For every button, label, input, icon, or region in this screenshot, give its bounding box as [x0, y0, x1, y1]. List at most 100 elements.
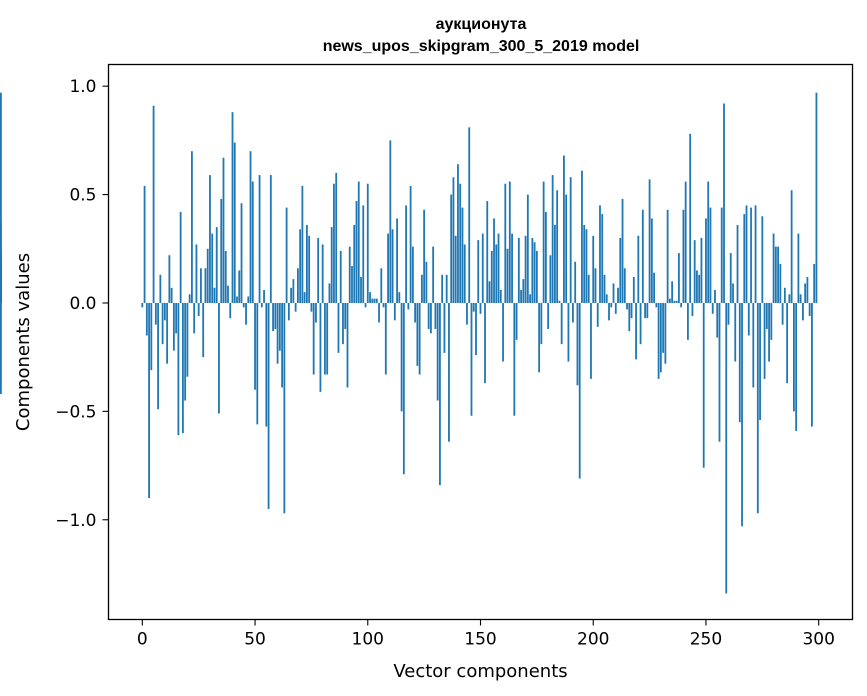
bar-component-272: [754, 205, 757, 303]
bar-component-191: [572, 302, 574, 323]
bar-component-288: [790, 190, 793, 303]
bar-component-229: [657, 302, 660, 379]
bar-component-242: [687, 302, 689, 340]
plot-frame: [107, 63, 854, 621]
bar-component-51: [256, 302, 259, 425]
bar-component-74: [308, 235, 311, 303]
bar-component-186: [560, 302, 563, 345]
bar-component-199: [590, 302, 592, 379]
bar-component-120: [411, 246, 414, 303]
bar-component-7: [157, 302, 159, 410]
bar-component-23: [193, 302, 196, 334]
bar-component-28: [204, 268, 207, 303]
bar-component-126: [425, 261, 428, 303]
bar-component-261: [729, 253, 732, 303]
bar-component-35: [220, 198, 223, 303]
x-tick-label-300: 300: [802, 630, 834, 650]
bar-component-241: [684, 181, 687, 303]
bar-component-67: [292, 279, 295, 303]
bar-component-139: [454, 235, 457, 303]
bar-component-21: [188, 294, 191, 303]
y-tick-label-1: −0.5: [55, 402, 96, 422]
bar-component-137: [450, 194, 453, 303]
bar-component-226: [650, 218, 653, 303]
bar-component-81: [324, 302, 326, 375]
bar-component-3: [148, 302, 150, 499]
y-axis-label: Components values: [13, 253, 34, 431]
bar-component-83: [328, 283, 331, 303]
bar-component-152: [484, 302, 486, 384]
bar-component-106: [380, 268, 383, 303]
bar-component-162: [506, 248, 509, 303]
bar-component-95: [355, 201, 358, 303]
bar-component-217: [630, 302, 633, 319]
bar-component-82: [326, 302, 329, 375]
bar-component-164: [511, 233, 513, 303]
bar-component-188: [565, 194, 568, 303]
x-axis-label: Vector components: [393, 661, 567, 682]
bar-component-258: [723, 103, 725, 303]
bar-component-209: [612, 283, 615, 303]
bar-component-57: [269, 175, 272, 303]
bar-component-78: [317, 237, 320, 303]
bar-component-54: [263, 289, 265, 303]
bar-component-286: [786, 302, 789, 384]
chart-title-line1: аукционута: [436, 16, 527, 33]
bar-component-201: [594, 268, 597, 303]
x-tick-label-250: 250: [690, 630, 722, 650]
bar-component-247: [698, 274, 701, 303]
bar-component-295: [806, 276, 809, 303]
bar-component-203: [599, 205, 601, 303]
bar-component-289: [792, 302, 795, 412]
bar-component-131: [436, 302, 439, 401]
bar-component-30: [209, 175, 211, 303]
bar-component-267: [743, 214, 746, 303]
bar-component-239: [680, 302, 683, 308]
bar-component-130: [434, 302, 437, 329]
bar-component-41: [233, 142, 236, 303]
y-tick-label-0: −1.0: [55, 511, 96, 531]
bar-component-221: [639, 302, 642, 345]
bar-component-50: [254, 302, 256, 390]
bar-component-108: [384, 302, 387, 375]
bar-component-291: [797, 233, 800, 303]
bar-component-39: [229, 302, 232, 319]
bar-component-195: [581, 170, 583, 303]
bar-component-211: [617, 287, 619, 303]
bar-component-232: [664, 302, 667, 364]
bar-component-65: [287, 302, 290, 321]
bar-component-58: [272, 302, 274, 332]
bar-component-175: [535, 250, 538, 303]
bar-component-285: [783, 287, 786, 303]
bar-component-119: [409, 185, 412, 303]
bar-component-127: [427, 302, 430, 329]
bar-component-206: [605, 294, 608, 303]
bars-group: [0, 92, 818, 594]
bar-component-140: [457, 164, 459, 303]
bar-component-171: [526, 194, 529, 303]
bar-component-148: [475, 302, 477, 356]
bar-component-180: [547, 302, 550, 329]
bar-component-77: [315, 302, 317, 323]
bar-component-112: [393, 302, 396, 321]
bar-component-40: [231, 112, 234, 303]
bar-component-160: [502, 302, 504, 362]
bar-component-184: [556, 190, 559, 303]
bar-component-163: [508, 181, 511, 303]
bar-component-138: [452, 177, 455, 303]
bar-component-75: [310, 302, 313, 312]
bar-component-80: [321, 244, 324, 303]
bar-component-24: [195, 244, 198, 303]
bar-component-88: [339, 250, 342, 303]
bar-component-96: [357, 181, 360, 303]
bar-component-281: [774, 246, 777, 303]
bar-component-undefined: [0, 302, 2, 395]
bar-component-208: [610, 302, 613, 308]
bar-component-4: [150, 302, 153, 371]
bar-component-170: [524, 235, 527, 303]
bar-component-114: [398, 292, 401, 303]
bar-component-271: [752, 302, 755, 388]
bar-component-182: [551, 175, 554, 303]
bar-component-244: [691, 302, 694, 316]
bar-component-277: [765, 302, 768, 329]
